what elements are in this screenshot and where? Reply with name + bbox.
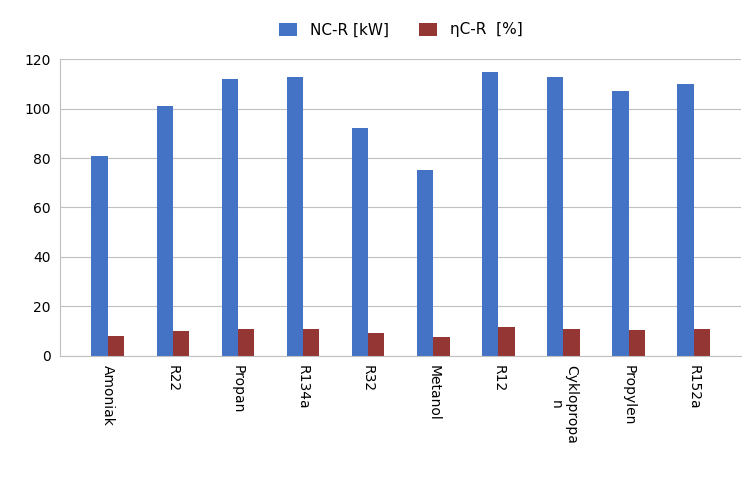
Bar: [563, 329, 580, 356]
Bar: [612, 91, 628, 356]
Bar: [173, 331, 189, 356]
Legend: NC-R [kW], ηC-R  [%]: NC-R [kW], ηC-R [%]: [279, 22, 522, 38]
Bar: [433, 337, 450, 356]
Bar: [287, 77, 303, 356]
Bar: [238, 329, 254, 356]
Bar: [498, 328, 515, 356]
Bar: [107, 336, 124, 356]
Bar: [547, 77, 563, 356]
Bar: [352, 128, 368, 356]
Bar: [694, 329, 710, 356]
Bar: [91, 156, 107, 356]
Bar: [677, 84, 694, 356]
Bar: [417, 170, 433, 356]
Bar: [222, 79, 238, 356]
Bar: [628, 330, 645, 356]
Bar: [156, 106, 173, 356]
Bar: [482, 72, 498, 356]
Bar: [303, 329, 319, 356]
Bar: [368, 333, 384, 356]
